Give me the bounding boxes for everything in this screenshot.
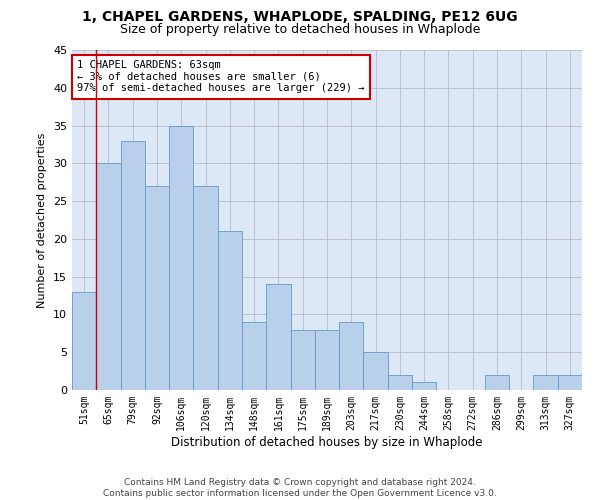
- Bar: [96, 164, 121, 390]
- Bar: [290, 330, 315, 390]
- Bar: [339, 322, 364, 390]
- Text: 1, CHAPEL GARDENS, WHAPLODE, SPALDING, PE12 6UG: 1, CHAPEL GARDENS, WHAPLODE, SPALDING, P…: [82, 10, 518, 24]
- Bar: [315, 330, 339, 390]
- X-axis label: Distribution of detached houses by size in Whaplode: Distribution of detached houses by size …: [171, 436, 483, 448]
- Bar: [388, 375, 412, 390]
- Bar: [485, 375, 509, 390]
- Text: Contains HM Land Registry data © Crown copyright and database right 2024.
Contai: Contains HM Land Registry data © Crown c…: [103, 478, 497, 498]
- Y-axis label: Number of detached properties: Number of detached properties: [37, 132, 47, 308]
- Bar: [169, 126, 193, 390]
- Bar: [533, 375, 558, 390]
- Bar: [145, 186, 169, 390]
- Bar: [218, 232, 242, 390]
- Bar: [242, 322, 266, 390]
- Text: 1 CHAPEL GARDENS: 63sqm
← 3% of detached houses are smaller (6)
97% of semi-deta: 1 CHAPEL GARDENS: 63sqm ← 3% of detached…: [77, 60, 365, 94]
- Bar: [266, 284, 290, 390]
- Bar: [364, 352, 388, 390]
- Text: Size of property relative to detached houses in Whaplode: Size of property relative to detached ho…: [120, 22, 480, 36]
- Bar: [72, 292, 96, 390]
- Bar: [121, 140, 145, 390]
- Bar: [412, 382, 436, 390]
- Bar: [193, 186, 218, 390]
- Bar: [558, 375, 582, 390]
